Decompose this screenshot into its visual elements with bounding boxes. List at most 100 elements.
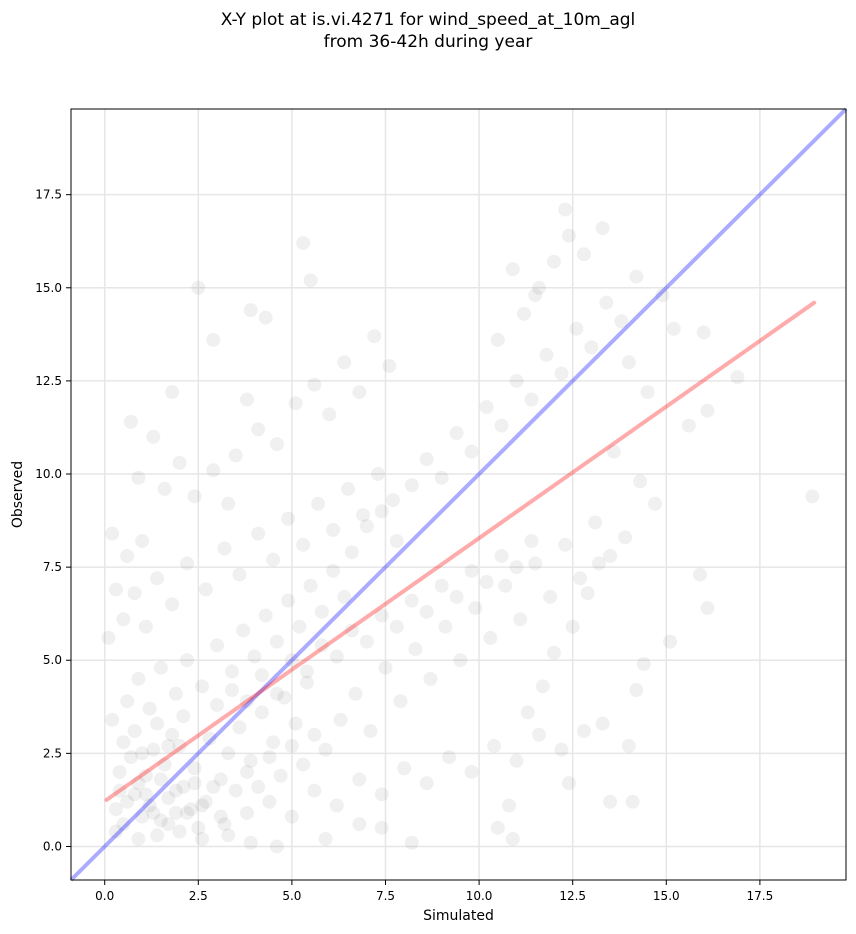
x-axis-ticks: 0.0 2.5 5.0 7.5 10.0 12.5 15.0 17.5 [95, 880, 773, 903]
data-point [296, 537, 311, 552]
data-point [569, 321, 584, 336]
data-point [531, 280, 546, 295]
data-point [120, 794, 135, 809]
data-point [101, 630, 116, 645]
data-point [284, 653, 299, 668]
x-tick-label-2: 5.0 [282, 889, 301, 903]
data-point [438, 619, 453, 634]
data-point [341, 481, 356, 496]
data-point [120, 548, 135, 563]
data-point [105, 526, 120, 541]
data-point [359, 519, 374, 534]
data-point [176, 779, 191, 794]
data-point [206, 463, 221, 478]
data-point [374, 820, 389, 835]
data-point [150, 828, 165, 843]
data-point [221, 828, 236, 843]
data-point [558, 537, 573, 552]
data-point [108, 582, 123, 597]
data-point [135, 809, 150, 824]
data-point [584, 340, 599, 355]
data-point [180, 556, 195, 571]
data-point [135, 746, 150, 761]
data-point [146, 742, 161, 757]
data-point [187, 761, 202, 776]
y-axis-ticks: 0.0 2.5 5.0 7.5 10.0 12.5 15.0 17.5 [35, 188, 71, 853]
chart-subtitle: from 36-42h during year [323, 32, 533, 52]
data-point [172, 455, 187, 470]
data-point [195, 798, 210, 813]
data-point [371, 467, 386, 482]
data-point [389, 534, 404, 549]
data-point [318, 832, 333, 847]
data-point [161, 738, 176, 753]
data-point [187, 489, 202, 504]
data-point [236, 623, 251, 638]
data-point [314, 604, 329, 619]
data-point [146, 805, 161, 820]
data-point [509, 560, 524, 575]
data-point [168, 686, 183, 701]
data-point [528, 556, 543, 571]
data-point [464, 563, 479, 578]
plot-frame [70, 108, 847, 881]
data-point [239, 805, 254, 820]
data-point [337, 355, 352, 370]
data-point [576, 247, 591, 262]
data-point [554, 742, 569, 757]
data-point [442, 750, 457, 765]
data-point [150, 571, 165, 586]
x-tick-label-3: 7.5 [376, 889, 395, 903]
y-tick-label-4: 10.0 [35, 467, 62, 481]
data-point [419, 604, 434, 619]
data-point [187, 776, 202, 791]
data-point [150, 716, 165, 731]
data-point [520, 705, 535, 720]
data-point [251, 779, 266, 794]
data-point [266, 552, 281, 567]
data-point [183, 802, 198, 817]
data-point [561, 776, 576, 791]
data-point [142, 798, 157, 813]
data-point [108, 824, 123, 839]
data-point [696, 325, 711, 340]
data-point [307, 727, 322, 742]
data-point [243, 753, 258, 768]
x-tick-label-5: 12.5 [559, 889, 586, 903]
data-point [378, 660, 393, 675]
data-point [464, 764, 479, 779]
data-point [120, 694, 135, 709]
data-point [591, 556, 606, 571]
data-point [546, 645, 561, 660]
data-point [288, 396, 303, 411]
data-point [314, 638, 329, 653]
data-point [419, 776, 434, 791]
data-point [299, 664, 314, 679]
grid-lines [71, 109, 846, 880]
data-point [648, 496, 663, 511]
data-point [419, 452, 434, 467]
data-point [599, 295, 614, 310]
data-point [655, 288, 670, 303]
data-point [535, 679, 550, 694]
data-point [269, 686, 284, 701]
data-point [206, 779, 221, 794]
data-point [603, 794, 618, 809]
data-point [198, 582, 213, 597]
data-point [210, 638, 225, 653]
data-point [307, 377, 322, 392]
data-point [210, 697, 225, 712]
data-point [217, 541, 232, 556]
data-point [191, 820, 206, 835]
data-point [138, 787, 153, 802]
data-point [273, 768, 288, 783]
data-point [588, 515, 603, 530]
data-point [629, 269, 644, 284]
data-point [558, 202, 573, 217]
data-point [168, 783, 183, 798]
data-point [112, 764, 127, 779]
data-point [636, 656, 651, 671]
data-point [423, 671, 438, 686]
data-point [397, 761, 412, 776]
